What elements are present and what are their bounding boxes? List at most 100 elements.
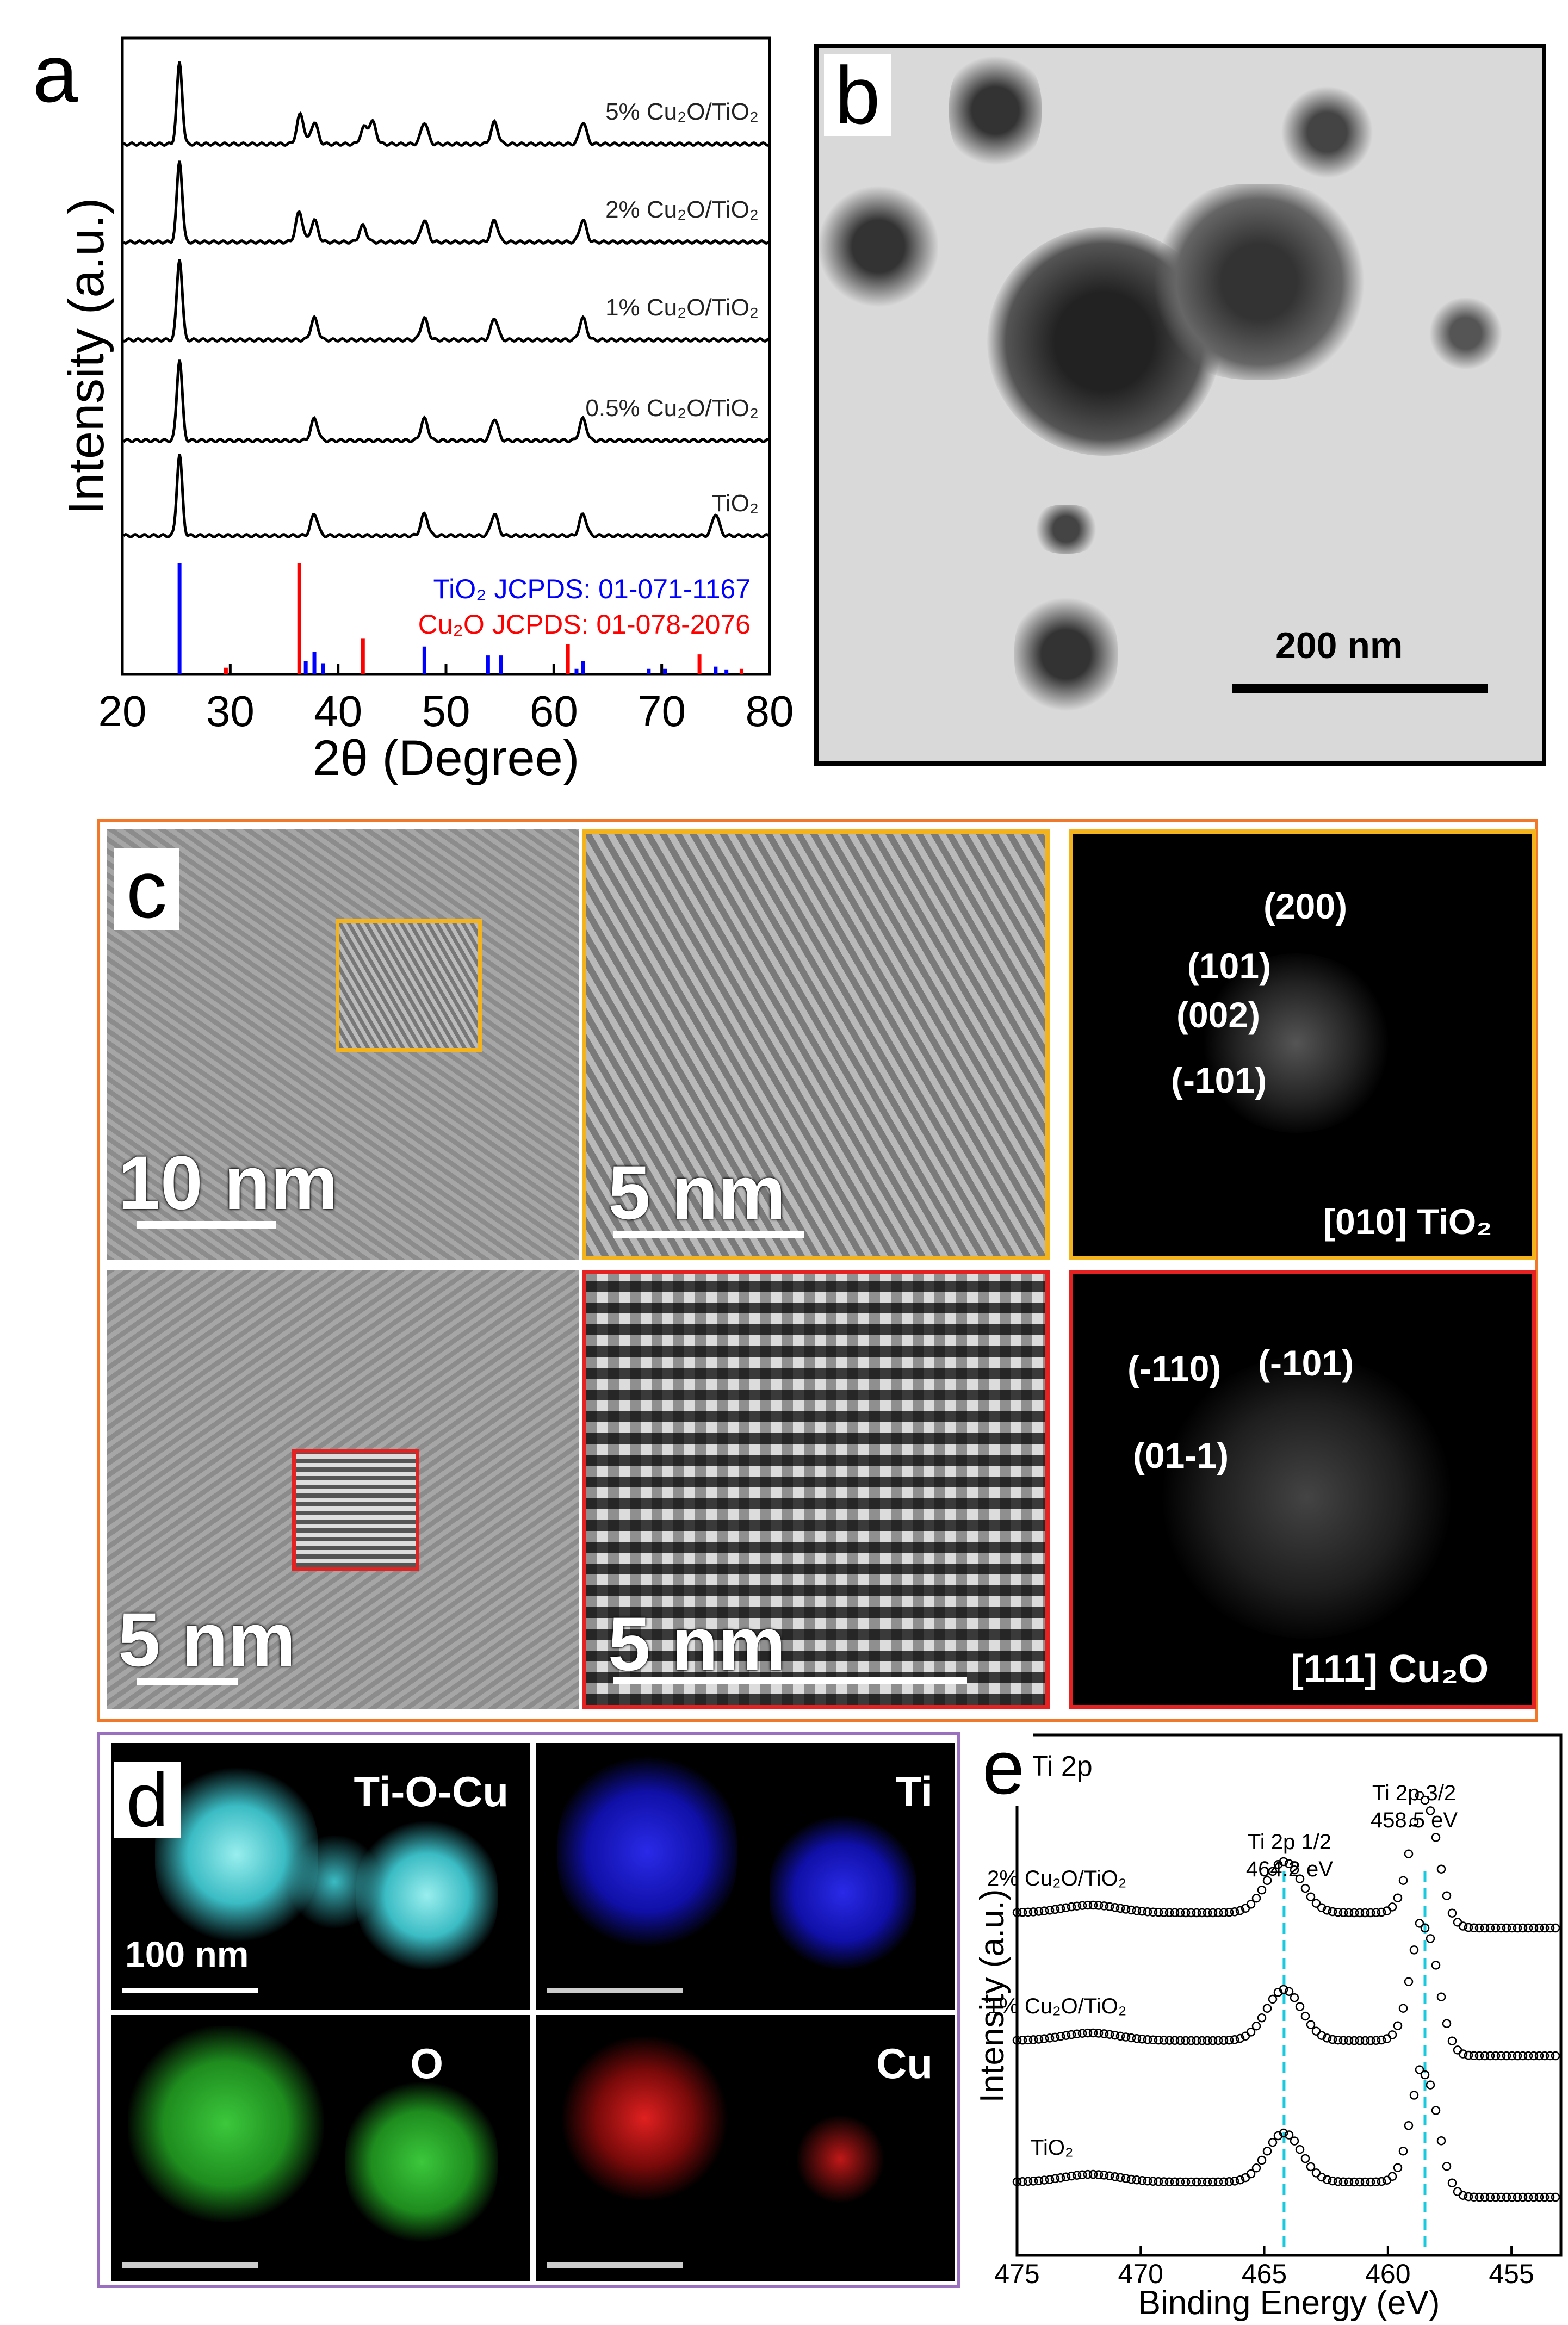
- xps-data-point: [1018, 2036, 1027, 2045]
- xps-data-point: [1045, 2175, 1055, 2184]
- xps-data-point: [1453, 2045, 1462, 2055]
- xps-data-point: [1545, 1923, 1555, 1933]
- xps-data-point: [1534, 2192, 1544, 2202]
- xrd-x-tick-label: 60: [530, 687, 578, 735]
- xps-data-point: [1387, 1902, 1397, 1912]
- xps-data-point: [1295, 1874, 1305, 1883]
- xps-data-point: [1061, 2031, 1071, 2040]
- xps-data-point: [1067, 1902, 1076, 1912]
- scale-bar: [547, 2262, 683, 2268]
- xps-data-point: [1235, 2033, 1245, 2043]
- xps-data-point: [1137, 1907, 1147, 1916]
- xps-data-point: [1360, 2036, 1370, 2045]
- xps-data-point: [1322, 2033, 1332, 2043]
- xps-data-point: [1496, 1923, 1506, 1933]
- xps-data-point: [1203, 1908, 1212, 1918]
- eds-signal-cluster: [128, 2026, 324, 2222]
- scale-bar: [613, 1231, 804, 1238]
- xps-x-tick-label: 470: [1118, 2259, 1163, 2289]
- xps-data-point: [1480, 1923, 1490, 1933]
- xps-data-point: [1077, 2170, 1087, 2179]
- xrd-x-ticks: 20 30 40 50 60 70 80: [98, 664, 794, 735]
- xps-annotation-ti2p32: Ti 2p 3/2: [1372, 1781, 1456, 1805]
- scale-bar: [547, 1988, 683, 1993]
- eds-map-label: Cu: [876, 2039, 933, 2087]
- tem-scale-label: 200 nm: [1275, 625, 1403, 666]
- xps-data-point: [1534, 2051, 1544, 2061]
- xps-data-point: [1523, 2051, 1533, 2061]
- xps-data-point: [1485, 1923, 1495, 1933]
- xps-data-point: [1464, 2192, 1473, 2202]
- eds-signal-cluster: [557, 2037, 732, 2200]
- xps-data-point: [1262, 2004, 1272, 2013]
- xps-x-ticks: 475 470 465 460 455: [994, 2246, 1534, 2289]
- xps-data-point: [1039, 2034, 1049, 2043]
- xps-data-point: [1023, 1907, 1033, 1917]
- fft-spot-label: (200): [1263, 886, 1348, 926]
- xps-data-point: [1018, 1908, 1027, 1917]
- xrd-series-label: TiO₂: [712, 490, 759, 517]
- xrd-curve: [122, 160, 771, 245]
- xps-data-point: [1355, 1908, 1365, 1918]
- xps-series-label: 1% Cu₂O/TiO₂: [987, 1994, 1126, 2018]
- xps-data-point: [1333, 2035, 1343, 2045]
- xps-data-point: [1474, 1923, 1484, 1933]
- xps-data-point: [1246, 2169, 1256, 2179]
- xps-data-point: [1458, 1921, 1468, 1931]
- xps-data-point: [1474, 2051, 1484, 2061]
- xrd-x-tick-label: 30: [206, 687, 255, 735]
- xps-data-point: [1502, 2051, 1511, 2061]
- xps-data-point: [1197, 2036, 1207, 2045]
- scale-bar: [613, 1677, 967, 1684]
- xps-data-point: [1023, 2177, 1033, 2186]
- xps-data-point: [1094, 1901, 1104, 1910]
- scale-label: 5 nm: [118, 1597, 296, 1682]
- xps-data-point: [1371, 2036, 1381, 2045]
- xps-data-point: [1099, 2029, 1109, 2038]
- xrd-series-label: 1% Cu₂O/TiO₂: [605, 294, 759, 321]
- xps-data-point: [1366, 2177, 1375, 2187]
- region-box-tio2: [336, 919, 482, 1052]
- xps-data-point: [1208, 2036, 1218, 2045]
- xps-data-point: [1028, 1907, 1038, 1917]
- xps-data-point: [1436, 2136, 1446, 2146]
- xps-data-point: [1436, 1992, 1446, 2001]
- xps-data-point: [1164, 2036, 1174, 2045]
- scale-label: 5 nm: [608, 1601, 786, 1687]
- xps-data-point: [1295, 2144, 1305, 2154]
- xps-data-point: [1464, 1923, 1473, 1932]
- hrtem-overview-tio2: 10 nm: [107, 829, 579, 1260]
- eds-map-label: Ti: [896, 1768, 933, 1815]
- xps-data-point: [1143, 2035, 1152, 2044]
- xps-data-point: [1447, 1908, 1457, 1918]
- tem-particle-cluster: [1014, 592, 1118, 717]
- xps-data-point: [1088, 2028, 1098, 2038]
- xps-data-point: [1083, 1900, 1093, 1910]
- xps-curves: [1012, 1791, 1560, 2202]
- xps-data-point: [1105, 2030, 1114, 2039]
- xps-data-point: [1382, 2175, 1392, 2185]
- xps-data-point: [1551, 2051, 1560, 2061]
- xps-title: Ti 2p: [1031, 1751, 1093, 1782]
- xps-data-point: [1333, 2177, 1343, 2186]
- xps-data-point: [1213, 2036, 1223, 2045]
- xps-data-point: [1121, 2174, 1131, 2183]
- xps-data-point: [1426, 1934, 1435, 1943]
- xps-data-point: [1290, 1993, 1299, 2002]
- xps-data-point: [1377, 1907, 1386, 1917]
- xps-data-point: [1366, 2036, 1375, 2045]
- xps-data-point: [1039, 2175, 1049, 2185]
- xps-data-point: [1409, 1818, 1419, 1827]
- xps-x-axis-label: Binding Energy (eV): [1138, 2284, 1440, 2322]
- xps-data-point: [1360, 1908, 1370, 1918]
- xps-data-point: [1279, 1857, 1288, 1867]
- xps-data-point: [1143, 1907, 1152, 1917]
- eds-signal-cluster: [345, 2080, 498, 2243]
- panel-c-frame: [97, 819, 1538, 1722]
- xps-data-point: [1262, 2147, 1272, 2156]
- xps-data-point: [1148, 2035, 1158, 2045]
- xps-data-point: [1077, 1901, 1087, 1910]
- xps-data-point: [1398, 1876, 1408, 1885]
- xps-data-point: [1551, 1923, 1560, 1933]
- xps-data-point: [1230, 2035, 1239, 2044]
